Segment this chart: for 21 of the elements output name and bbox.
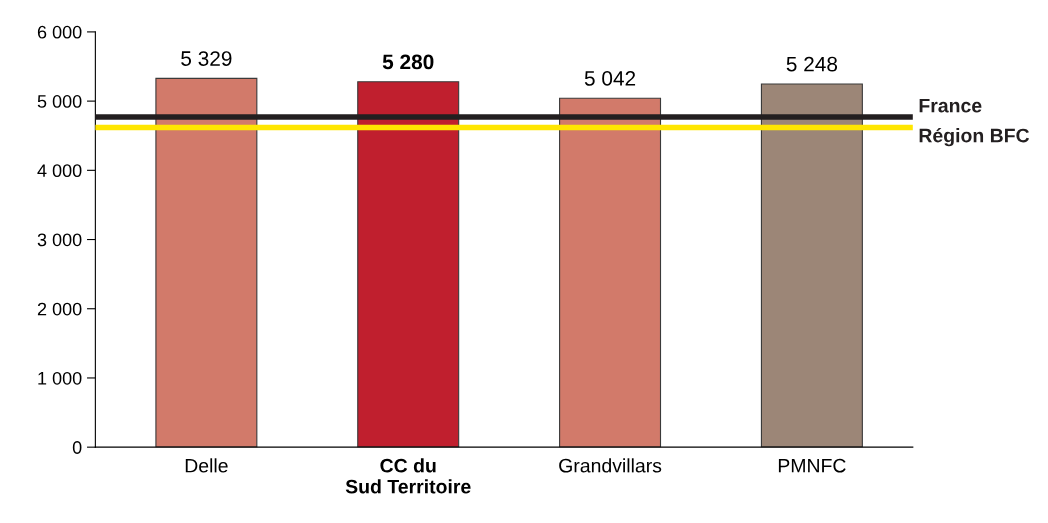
data-label: 5 042 xyxy=(584,71,636,86)
x-tick-label: Delle xyxy=(185,458,228,473)
y-tick-label: 0 xyxy=(72,441,82,454)
data-label: 5 248 xyxy=(786,56,838,72)
y-tick-label: 1 000 xyxy=(38,371,82,385)
ref-line-label: France xyxy=(919,98,982,113)
y-tick-label: 5 000 xyxy=(37,95,82,108)
bar xyxy=(760,83,863,448)
x-tick-label: CC du Sud Territoire xyxy=(345,458,471,494)
y-tick-label: 3 000 xyxy=(37,233,82,247)
bar xyxy=(559,97,662,448)
y-tick-label: 2 000 xyxy=(37,302,82,316)
bar xyxy=(155,77,258,448)
x-tick-label: Grandvillars xyxy=(559,458,662,473)
data-label: 5 280 xyxy=(382,54,434,70)
bar xyxy=(357,81,460,448)
y-tick-label: 4 000 xyxy=(37,164,82,178)
ref-line-label: Région BFC xyxy=(919,127,1030,147)
data-label: 5 329 xyxy=(181,51,232,66)
x-tick-label: PMNFC xyxy=(778,458,846,473)
y-tick-label: 6 000 xyxy=(37,25,82,39)
